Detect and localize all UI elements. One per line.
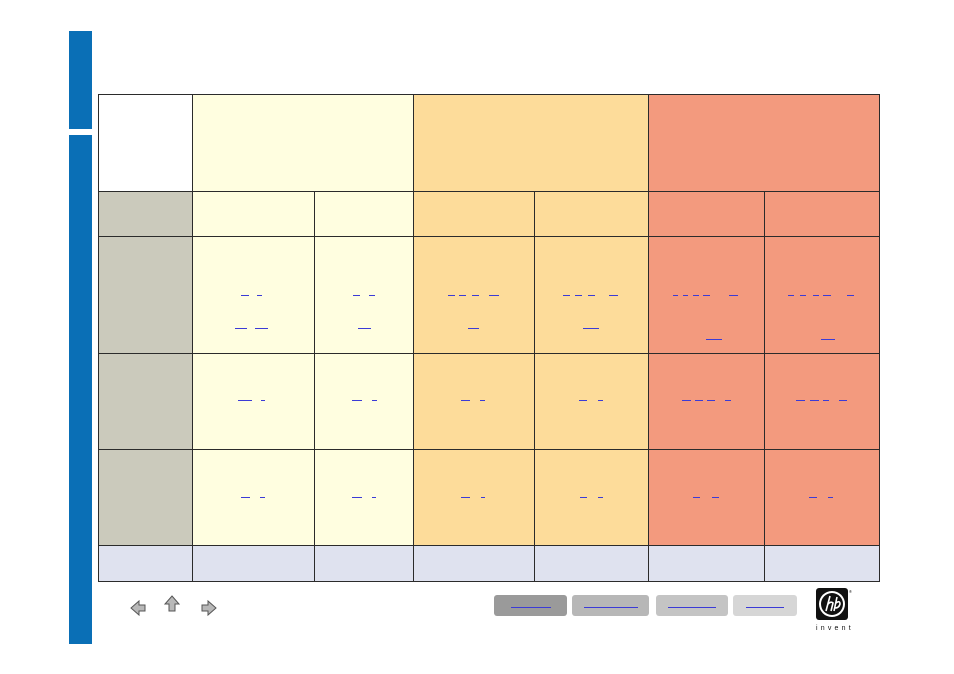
tier-header-3 [648,94,880,192]
cell-r3-c4[interactable] [534,449,649,546]
column-header-2b [534,191,649,237]
nav-button-2[interactable] [572,595,649,616]
cell-r1-c3[interactable] [413,236,535,354]
cell-r1-c4[interactable] [534,236,649,354]
footer-cell-6 [764,545,880,582]
tier-header-2 [413,94,649,192]
cell-r1-c5[interactable] [648,236,765,354]
row-header-1 [98,236,193,354]
cell-r2-c5[interactable] [648,353,765,450]
sidebar-bottom-bar [69,135,92,644]
cell-r1-c1[interactable] [192,236,315,354]
sidebar-top-bar [69,31,92,129]
row-header-blank [98,191,193,237]
footer-cell-2 [314,545,414,582]
comparison-table [98,94,880,582]
cell-r1-c2[interactable] [314,236,414,354]
arrow-up-icon[interactable] [163,595,181,613]
footer-cell-5 [648,545,765,582]
row-header-2 [98,353,193,450]
footer-row-header [98,545,193,582]
cell-r2-c1[interactable] [192,353,315,450]
cell-r3-c3[interactable] [413,449,535,546]
column-header-1a [192,191,315,237]
nav-button-3[interactable] [656,595,728,616]
cell-r3-c5[interactable] [648,449,765,546]
footer-cell-4 [534,545,649,582]
svg-text:®: ® [849,589,852,594]
cell-r3-c6[interactable] [764,449,880,546]
column-header-2a [413,191,535,237]
cell-r3-c2[interactable] [314,449,414,546]
cell-r2-c4[interactable] [534,353,649,450]
hp-invent-logo: invent ® [816,588,854,631]
arrow-left-icon[interactable] [129,599,147,617]
nav-button-4[interactable] [733,595,797,616]
svg-text:invent: invent [816,625,854,631]
column-header-1b [314,191,414,237]
arrow-right-icon[interactable] [200,599,218,617]
column-header-3b [764,191,880,237]
cell-r2-c2[interactable] [314,353,414,450]
corner-cell [98,94,193,192]
footer-cell-1 [192,545,315,582]
row-header-3 [98,449,193,546]
cell-r3-c1[interactable] [192,449,315,546]
cell-r1-c6[interactable] [764,236,880,354]
footer-cell-3 [413,545,535,582]
cell-r2-c6[interactable] [764,353,880,450]
column-header-3a [648,191,765,237]
cell-r2-c3[interactable] [413,353,535,450]
nav-button-1[interactable] [494,595,567,616]
tier-header-1 [192,94,414,192]
